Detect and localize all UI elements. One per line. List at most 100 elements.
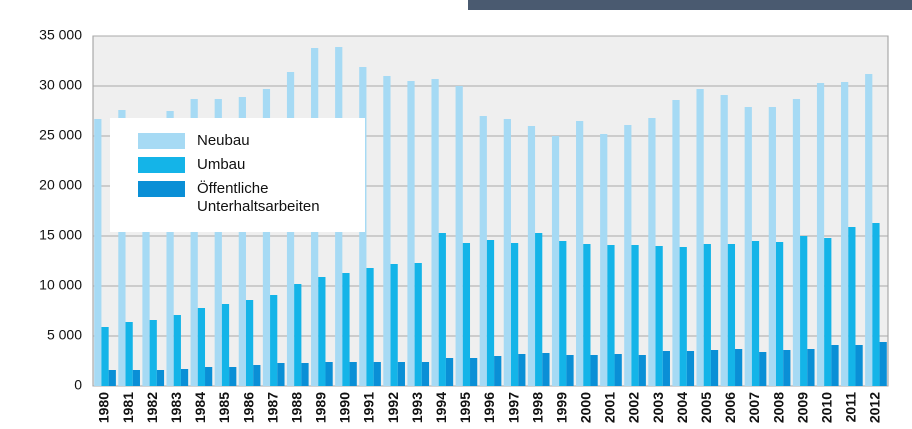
bar	[615, 354, 622, 386]
legend-swatch	[138, 181, 185, 197]
bar	[253, 365, 260, 386]
bar	[431, 79, 438, 386]
bar	[504, 119, 511, 386]
x-tick-label: 1981	[120, 392, 136, 423]
bar	[663, 351, 670, 386]
bar	[270, 295, 277, 386]
bar	[639, 355, 646, 386]
bar	[415, 263, 422, 386]
x-tick-label: 1989	[313, 392, 329, 423]
x-tick-label: 1991	[361, 392, 377, 423]
x-tick-label: 1986	[240, 392, 256, 423]
bar	[518, 354, 525, 386]
bar	[535, 233, 542, 386]
bar	[157, 370, 164, 386]
bar	[277, 363, 284, 386]
bar	[687, 351, 694, 386]
bar	[222, 304, 229, 386]
y-tick-label: 10 000	[39, 277, 82, 293]
bar	[126, 322, 133, 386]
bar	[318, 277, 325, 386]
x-tick-label: 1980	[96, 392, 112, 423]
x-tick-label: 2003	[650, 392, 666, 423]
bar	[422, 362, 429, 386]
bar	[576, 121, 583, 386]
bar	[566, 355, 573, 386]
y-tick-label: 25 000	[39, 127, 82, 143]
bar	[759, 352, 766, 386]
bar	[590, 355, 597, 386]
bar	[174, 315, 181, 386]
bar	[439, 233, 446, 386]
y-tick-label: 35 000	[39, 27, 82, 43]
x-tick-label: 1999	[553, 392, 569, 423]
x-tick-label: 2000	[578, 392, 594, 423]
x-tick-label: 1990	[337, 392, 353, 423]
bar	[872, 223, 879, 386]
bar	[752, 241, 759, 386]
bar	[624, 125, 631, 386]
bar	[494, 356, 501, 386]
bar	[470, 358, 477, 386]
bar	[769, 107, 776, 386]
x-tick-label: 2001	[602, 392, 618, 423]
x-tick-label: 1998	[529, 392, 545, 423]
bar	[696, 89, 703, 386]
bar	[721, 95, 728, 386]
bar	[607, 245, 614, 386]
x-tick-label: 2005	[698, 392, 714, 423]
bar	[600, 134, 607, 386]
bar	[711, 350, 718, 386]
bar	[800, 236, 807, 386]
y-tick-label: 15 000	[39, 227, 82, 243]
bar	[783, 350, 790, 386]
x-tick-label: 1997	[505, 392, 521, 423]
bar	[807, 349, 814, 386]
bar	[583, 244, 590, 386]
legend-swatch	[138, 157, 185, 173]
bar	[745, 107, 752, 386]
legend-entry: Öffentliche Unterhaltsarbeiten	[138, 180, 355, 216]
bar	[246, 300, 253, 386]
x-tick-label: 1984	[192, 392, 208, 423]
bar	[824, 238, 831, 386]
bar	[383, 76, 390, 386]
bar	[855, 345, 862, 386]
page: {"chart_data": {"type": "bar", "categori…	[0, 0, 912, 429]
x-tick-label: 2009	[794, 392, 810, 423]
bar	[776, 242, 783, 386]
x-tick-label: 2004	[674, 392, 690, 423]
bar	[398, 362, 405, 386]
bar	[559, 241, 566, 386]
bar	[542, 353, 549, 386]
bar	[133, 370, 140, 386]
bar	[463, 243, 470, 386]
x-tick-label: 2007	[746, 392, 762, 423]
bar	[656, 246, 663, 386]
x-tick-label: 1993	[409, 392, 425, 423]
bar	[648, 118, 655, 386]
bar	[817, 83, 824, 386]
bar	[366, 268, 373, 386]
bar	[480, 116, 487, 386]
bar	[407, 81, 414, 386]
bar	[181, 369, 188, 386]
bar	[391, 264, 398, 386]
y-tick-label: 0	[74, 377, 82, 393]
bar	[793, 99, 800, 386]
legend-entry: Umbau	[138, 156, 355, 174]
bar	[198, 308, 205, 386]
bar	[880, 342, 887, 386]
x-tick-label: 1988	[288, 392, 304, 423]
legend-label: Umbau	[197, 156, 347, 174]
x-tick-label: 2010	[818, 392, 834, 423]
bar	[831, 345, 838, 386]
legend-swatch	[138, 133, 185, 149]
x-tick-label: 1983	[168, 392, 184, 423]
bar	[94, 119, 101, 386]
x-tick-label: 2012	[867, 392, 883, 423]
x-tick-label: 2006	[722, 392, 738, 423]
legend-label: Neubau	[197, 132, 347, 150]
bar	[841, 82, 848, 386]
y-tick-label: 20 000	[39, 177, 82, 193]
